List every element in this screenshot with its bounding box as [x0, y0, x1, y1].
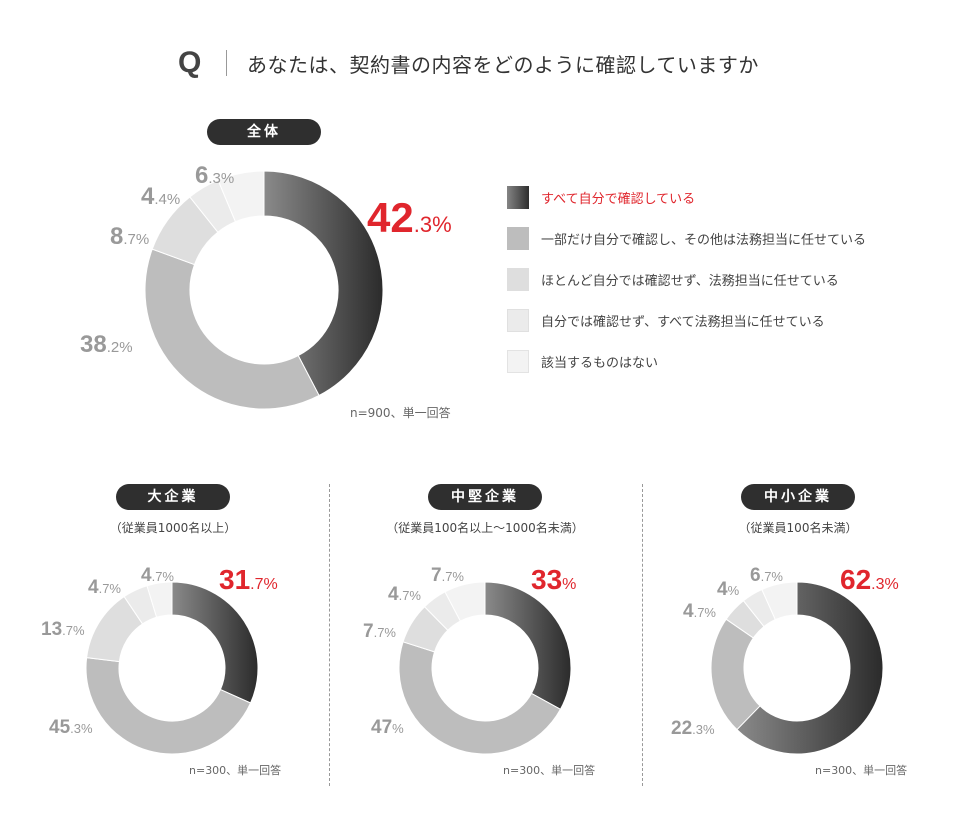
- chart-title-mid: 中堅企業: [428, 484, 542, 510]
- data-label: 38.2%: [80, 331, 133, 358]
- legend-label: ほとんど自分では確認せず、法務担当に任せている: [541, 274, 839, 289]
- data-label: 4.7%: [88, 577, 121, 598]
- segment-self-check: [736, 581, 884, 755]
- legend-label: 一部だけ自分で確認し、その他は法務担当に任せている: [541, 233, 867, 248]
- segment-none: [761, 581, 798, 621]
- data-label: 4.7%: [141, 565, 174, 586]
- segment-none: [146, 581, 173, 618]
- data-label: 6.3%: [195, 162, 234, 189]
- data-label: 13.7%: [41, 619, 85, 640]
- data-label: 62.3%: [840, 564, 899, 595]
- legend-swatch: [507, 227, 529, 250]
- sample-note-small: n=300、単一回答: [815, 764, 908, 777]
- data-label: 4.7%: [683, 601, 716, 622]
- segment-self-check: [484, 581, 572, 710]
- chart-subtitle-large: （従業員1000名以上）: [109, 521, 237, 535]
- question-text: あなたは、契約書の内容をどのように確認していますか: [247, 52, 759, 77]
- segment-partial-check: [85, 657, 252, 755]
- legend-swatch: [507, 268, 529, 291]
- legend-item: 該当するものはない: [507, 350, 866, 373]
- legend-item: 自分では確認せず、すべて法務担当に任せている: [507, 309, 866, 332]
- legend-label: すべて自分で確認している: [541, 192, 696, 207]
- legend-item: ほとんど自分では確認せず、法務担当に任せている: [507, 268, 866, 291]
- question-header: Q あなたは、契約書の内容をどのように確認していますか: [178, 38, 759, 88]
- data-label: 7.7%: [431, 565, 464, 586]
- legend: すべて自分で確認している 一部だけ自分で確認し、その他は法務担当に任せている ほ…: [507, 186, 866, 391]
- data-label: 33%: [531, 564, 576, 595]
- data-label: 4.4%: [141, 183, 180, 210]
- data-label: 22.3%: [671, 718, 715, 739]
- segment-self-check: [263, 170, 384, 397]
- legend-swatch: [507, 309, 529, 332]
- sample-note-large: n=300、単一回答: [189, 764, 282, 777]
- data-label: 8.7%: [110, 223, 149, 250]
- data-label: 45.3%: [49, 717, 93, 738]
- question-divider: [226, 50, 227, 76]
- chart-subtitle-small: （従業員100名未満）: [738, 521, 858, 535]
- legend-swatch: [507, 186, 529, 209]
- data-label: 7.7%: [363, 621, 396, 642]
- data-label: 4%: [717, 579, 740, 600]
- sample-note-overall: n=900、単一回答: [350, 406, 451, 420]
- donut-group: 33% 47% 7.7% 4.7% 7.7%: [363, 564, 576, 755]
- donut-group: 42.3% 38.2% 8.7% 4.4% 6.3%: [80, 162, 452, 410]
- question-mark: Q: [178, 46, 202, 79]
- segment-self-check: [171, 581, 259, 704]
- data-label: 42.3%: [367, 194, 452, 241]
- column-divider: [329, 484, 330, 786]
- legend-item: すべて自分で確認している: [507, 186, 866, 209]
- legend-item: 一部だけ自分で確認し、その他は法務担当に任せている: [507, 227, 866, 250]
- donut-group: 62.3% 22.3% 4.7%4% 6.7%: [671, 564, 899, 755]
- data-label: 31.7%: [219, 564, 278, 595]
- legend-swatch: [507, 350, 529, 373]
- sample-note-mid: n=300、単一回答: [503, 764, 596, 777]
- chart-subtitle-mid: （従業員100名以上～1000名未満）: [386, 521, 584, 535]
- chart-title-overall: 全体: [207, 119, 321, 145]
- data-label: 47%: [371, 717, 404, 738]
- legend-label: 自分では確認せず、すべて法務担当に任せている: [541, 315, 825, 330]
- donut-group: 31.7%45.3%13.7%4.7%4.7%: [41, 564, 278, 755]
- segment-none: [217, 170, 265, 223]
- segment-none: [444, 581, 486, 622]
- chart-title-small: 中小企業: [741, 484, 855, 510]
- column-divider: [642, 484, 643, 786]
- chart-title-large: 大企業: [116, 484, 230, 510]
- legend-label: 該当するものはない: [541, 356, 659, 371]
- segment-partial-check: [144, 248, 320, 410]
- data-label: 6.7%: [750, 565, 783, 586]
- data-label: 4.7%: [388, 584, 421, 605]
- segment-partial-check: [398, 641, 562, 755]
